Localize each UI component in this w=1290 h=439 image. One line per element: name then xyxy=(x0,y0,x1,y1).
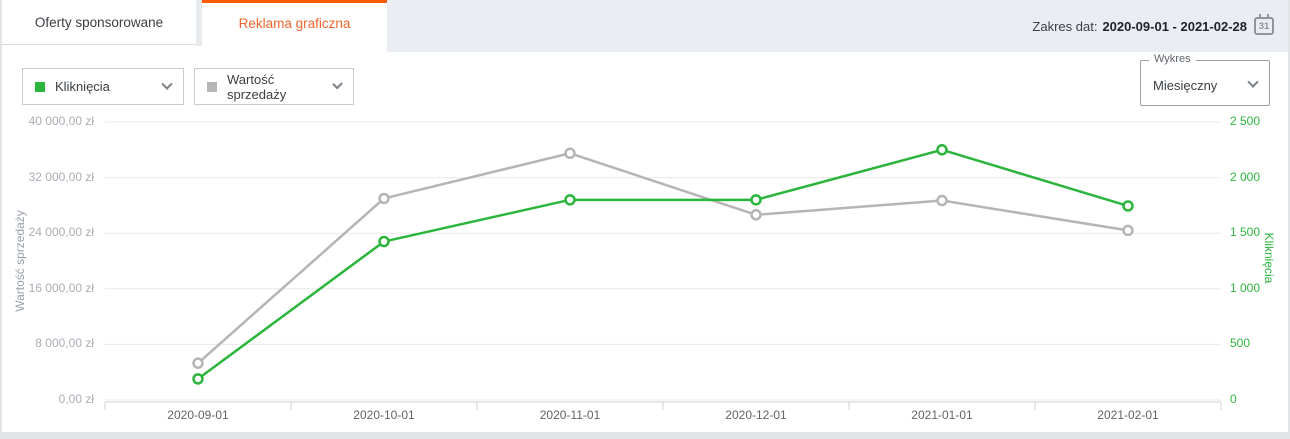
date-range-label: Zakres dat: xyxy=(1032,18,1098,34)
metric-selector-sales[interactable]: Wartość sprzedaży xyxy=(194,68,354,105)
right-axis-tick: 1 000 xyxy=(1230,280,1261,295)
header-band: Zakres dat: 2020-09-01 - 2021-02-28 31 xyxy=(387,0,1288,52)
data-point-marker xyxy=(564,147,576,160)
series-line-Kliknięcia xyxy=(197,148,1129,380)
chevron-down-icon xyxy=(331,78,343,90)
data-point-marker xyxy=(936,144,948,156)
series-line-Wartość sprzedaży xyxy=(197,152,1129,365)
metric-selector-sales-label: Wartość sprzedaży xyxy=(227,71,287,102)
chart-type-value: Miesięczny xyxy=(1153,77,1218,93)
x-axis-label: 2020-12-01 xyxy=(725,408,787,422)
data-point-marker xyxy=(750,194,762,206)
left-axis-title: Wartość sprzedaży xyxy=(13,210,27,312)
data-point-marker xyxy=(192,373,204,385)
x-axis-label: 2020-10-01 xyxy=(353,408,415,422)
x-axis-label: 2020-11-01 xyxy=(539,408,601,422)
sales-color-swatch-icon xyxy=(207,81,217,92)
data-point-marker xyxy=(1122,224,1134,237)
x-axis-label: 2021-01-01 xyxy=(911,408,973,422)
data-point-marker xyxy=(192,357,204,369)
chevron-down-icon xyxy=(161,78,173,90)
metric-selector-clicks-label: Kliknięcia xyxy=(55,79,110,94)
left-axis-tick: 32 000,00 zł xyxy=(28,169,94,184)
metric-selector-clicks[interactable]: Kliknięcia xyxy=(22,68,184,105)
data-point-marker xyxy=(378,235,390,248)
right-axis-tick: 500 xyxy=(1230,336,1251,351)
tab-sponsored-offers[interactable]: Oferty sponsorowane xyxy=(2,0,196,45)
tab-display-ads[interactable]: Reklama graficzna xyxy=(202,0,387,52)
x-axis-label: 2020-09-01 xyxy=(167,408,229,422)
calendar-icon[interactable]: 31 xyxy=(1254,14,1274,35)
data-point-marker xyxy=(564,194,576,206)
chevron-down-icon xyxy=(1247,76,1259,88)
data-point-marker xyxy=(750,209,762,221)
left-axis-tick: 16 000,00 zł xyxy=(28,280,94,295)
left-axis-tick: 40 000,00 zł xyxy=(28,114,94,128)
right-axis-tick: 2 000 xyxy=(1230,169,1261,184)
data-point-marker xyxy=(378,192,390,205)
x-axis-label: 2021-02-01 xyxy=(1097,408,1159,422)
tab-bar: Oferty sponsorowane Reklama graficzna Za… xyxy=(2,0,1288,52)
right-axis-title: Kliknięcia xyxy=(1262,232,1276,284)
date-range-value: 2020-09-01 - 2021-02-28 xyxy=(1102,18,1247,34)
left-axis-tick: 24 000,00 zł xyxy=(28,225,94,240)
tab-divider xyxy=(196,0,202,46)
right-axis-tick: 0 xyxy=(1230,392,1237,406)
left-axis-tick: 0,00 zł xyxy=(58,392,94,406)
chart-type-select[interactable]: Wykres Miesięczny xyxy=(1140,53,1270,106)
right-axis-tick: 2 500 xyxy=(1230,114,1261,128)
clicks-color-swatch-icon xyxy=(35,81,45,92)
data-point-marker xyxy=(936,194,948,207)
chart-type-label: Wykres xyxy=(1149,53,1196,65)
left-axis-tick: 8 000,00 zł xyxy=(35,336,94,351)
data-point-marker xyxy=(1122,200,1134,212)
right-axis-tick: 1 500 xyxy=(1230,225,1261,240)
